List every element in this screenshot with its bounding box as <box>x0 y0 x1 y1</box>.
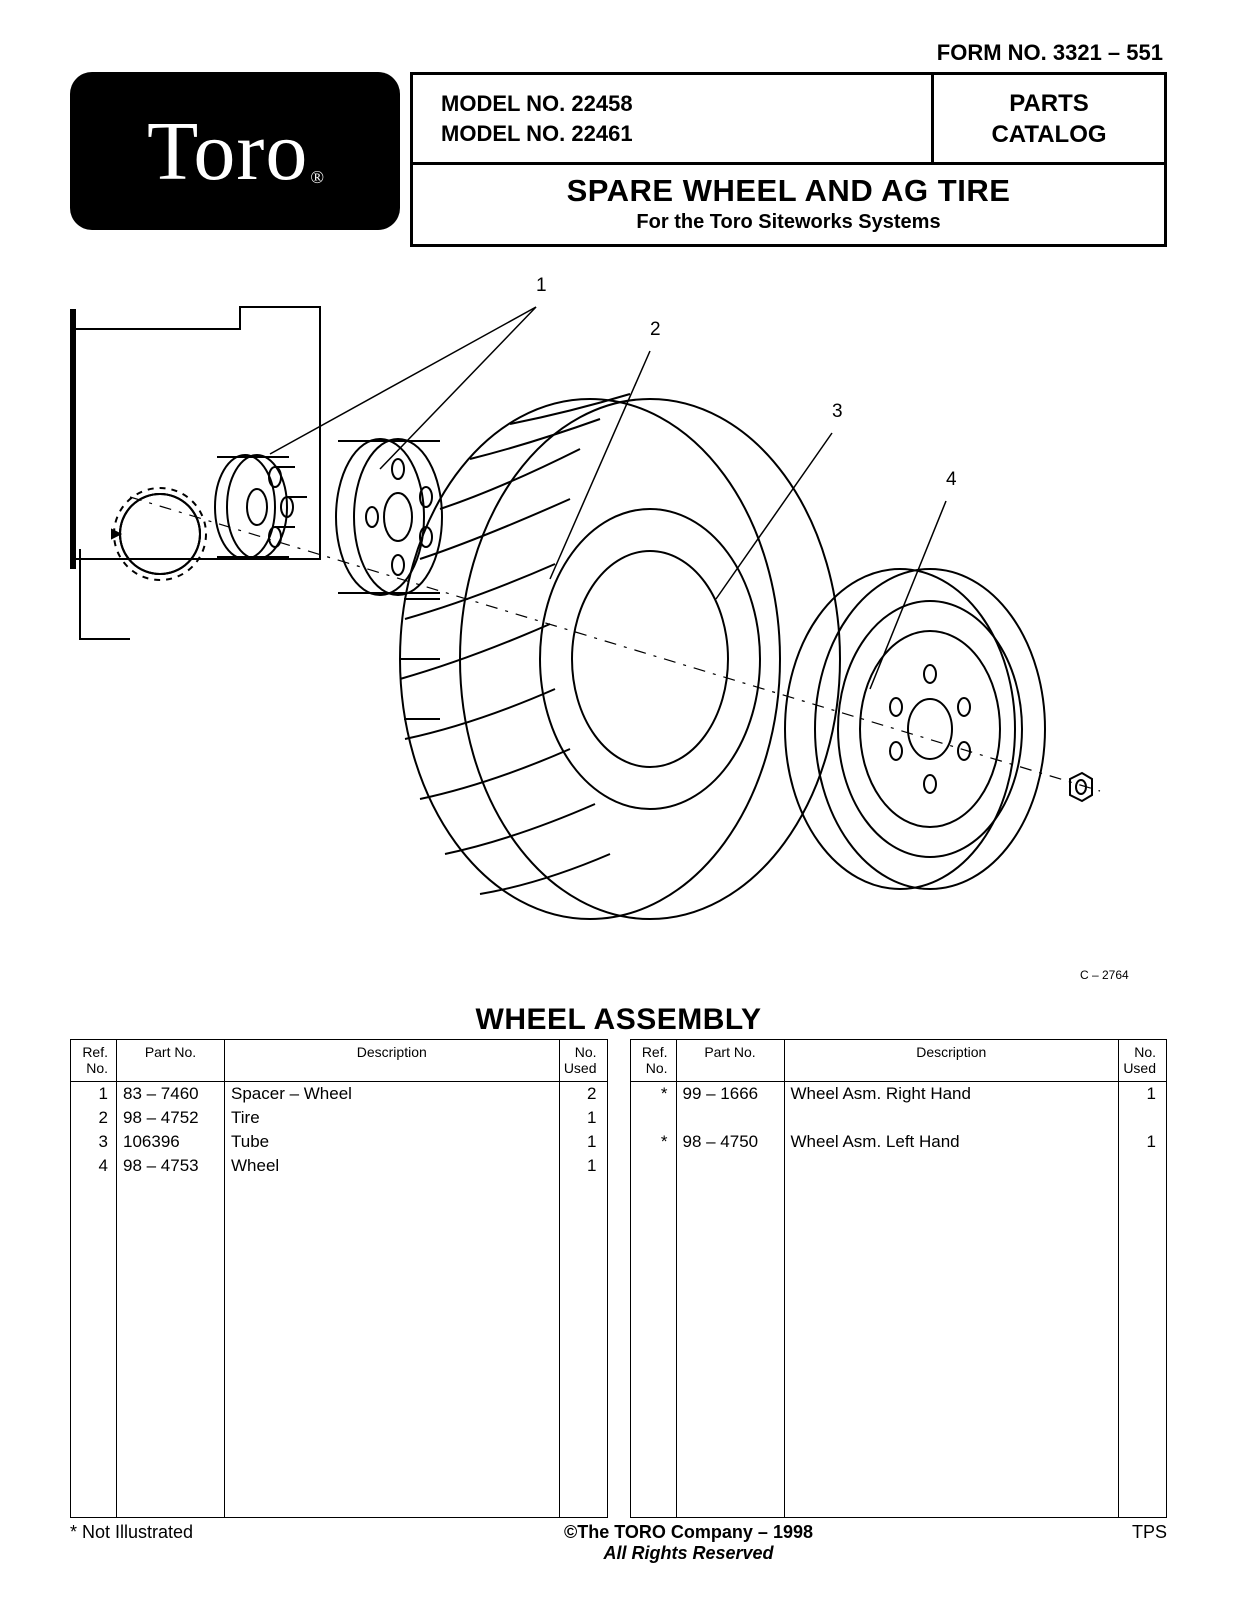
cell-desc: Tube <box>225 1130 560 1154</box>
callout-number: 3 <box>832 401 843 422</box>
catalog-line-2: CATALOG <box>991 119 1106 150</box>
cell-part: 98 – 4750 <box>676 1130 784 1178</box>
cell-desc: Wheel Asm. Right Hand <box>784 1081 1119 1130</box>
cell-desc: Spacer – Wheel <box>225 1081 560 1106</box>
cell-part: 98 – 4752 <box>117 1106 225 1130</box>
cell-used: 1 <box>1119 1130 1167 1178</box>
copyright-line: ©The TORO Company – 1998 <box>290 1522 1087 1543</box>
table-row: *99 – 1666Wheel Asm. Right Hand1 <box>630 1081 1167 1130</box>
table-row: 298 – 4752Tire1 <box>71 1106 608 1130</box>
table-filler <box>630 1178 1167 1518</box>
footnote-not-illustrated: * Not Illustrated <box>70 1522 290 1543</box>
callout-number: 2 <box>650 319 661 340</box>
cell-used: 1 <box>1119 1081 1167 1130</box>
cell-ref: 4 <box>71 1154 117 1178</box>
table-row: 3106396Tube1 <box>71 1130 608 1154</box>
logo-text: Toro <box>147 103 308 200</box>
page: FORM NO. 3321 – 551 Toro® MODEL NO. 2245… <box>0 0 1237 1584</box>
cell-ref: 3 <box>71 1130 117 1154</box>
cell-part: 83 – 7460 <box>117 1081 225 1106</box>
catalog-line-1: PARTS <box>1009 88 1089 119</box>
col-ref: Ref.No. <box>71 1040 117 1081</box>
col-desc: Description <box>784 1040 1119 1081</box>
toro-logo: Toro® <box>70 72 400 230</box>
cell-used: 1 <box>559 1154 607 1178</box>
parts-table-right: Ref.No. Part No. Description No.Used *99… <box>630 1039 1168 1518</box>
assembly-title: WHEEL ASSEMBLY <box>70 1003 1167 1037</box>
cell-part: 98 – 4753 <box>117 1154 225 1178</box>
cell-ref: * <box>630 1130 676 1178</box>
header: Toro® MODEL NO. 22458 MODEL NO. 22461 PA… <box>70 72 1167 247</box>
cell-used: 2 <box>559 1081 607 1106</box>
catalog-label: PARTS CATALOG <box>934 75 1164 162</box>
diagram-svg: 1 2 3 4 C – 2764 <box>70 259 1167 999</box>
registered-icon: ® <box>310 167 325 188</box>
model-line-2: MODEL NO. 22461 <box>441 119 921 149</box>
col-desc: Description <box>225 1040 560 1081</box>
model-line-1: MODEL NO. 22458 <box>441 89 921 119</box>
table-row: 498 – 4753Wheel1 <box>71 1154 608 1178</box>
col-part: Part No. <box>676 1040 784 1081</box>
callout-number: 1 <box>536 275 547 296</box>
cell-used: 1 <box>559 1106 607 1130</box>
logo-cell: Toro® <box>70 72 410 247</box>
tps-code: TPS <box>1087 1522 1167 1543</box>
footer: * Not Illustrated ©The TORO Company – 19… <box>70 1522 1167 1564</box>
parts-tables: Ref.No. Part No. Description No.Used 183… <box>70 1039 1167 1518</box>
cell-desc: Tire <box>225 1106 560 1130</box>
col-part: Part No. <box>117 1040 225 1081</box>
form-number: FORM NO. 3321 – 551 <box>70 40 1167 66</box>
table-row: *98 – 4750Wheel Asm. Left Hand1 <box>630 1130 1167 1178</box>
info-top: MODEL NO. 22458 MODEL NO. 22461 PARTS CA… <box>413 75 1164 165</box>
rights-line: All Rights Reserved <box>290 1543 1087 1564</box>
info-panel: MODEL NO. 22458 MODEL NO. 22461 PARTS CA… <box>410 72 1167 247</box>
cell-ref: 2 <box>71 1106 117 1130</box>
product-title: SPARE WHEEL AND AG TIRE <box>423 173 1154 209</box>
col-used: No.Used <box>1119 1040 1167 1081</box>
callout-number: 4 <box>946 469 957 490</box>
cell-used: 1 <box>559 1130 607 1154</box>
product-subtitle: For the Toro Siteworks Systems <box>423 211 1154 234</box>
drawing-ref: C – 2764 <box>1080 968 1129 982</box>
copyright: ©The TORO Company – 1998 All Rights Rese… <box>290 1522 1087 1564</box>
table-row: 183 – 7460Spacer – Wheel2 <box>71 1081 608 1106</box>
parts-table-left: Ref.No. Part No. Description No.Used 183… <box>70 1039 608 1518</box>
model-numbers: MODEL NO. 22458 MODEL NO. 22461 <box>413 75 934 162</box>
cell-desc: Wheel Asm. Left Hand <box>784 1130 1119 1178</box>
exploded-diagram: 1 2 3 4 C – 2764 <box>70 259 1167 999</box>
title-box: SPARE WHEEL AND AG TIRE For the Toro Sit… <box>413 165 1164 244</box>
cell-part: 99 – 1666 <box>676 1081 784 1130</box>
cell-ref: 1 <box>71 1081 117 1106</box>
table-filler <box>71 1178 608 1518</box>
col-used: No.Used <box>559 1040 607 1081</box>
cell-part: 106396 <box>117 1130 225 1154</box>
cell-desc: Wheel <box>225 1154 560 1178</box>
col-ref: Ref.No. <box>630 1040 676 1081</box>
cell-ref: * <box>630 1081 676 1130</box>
